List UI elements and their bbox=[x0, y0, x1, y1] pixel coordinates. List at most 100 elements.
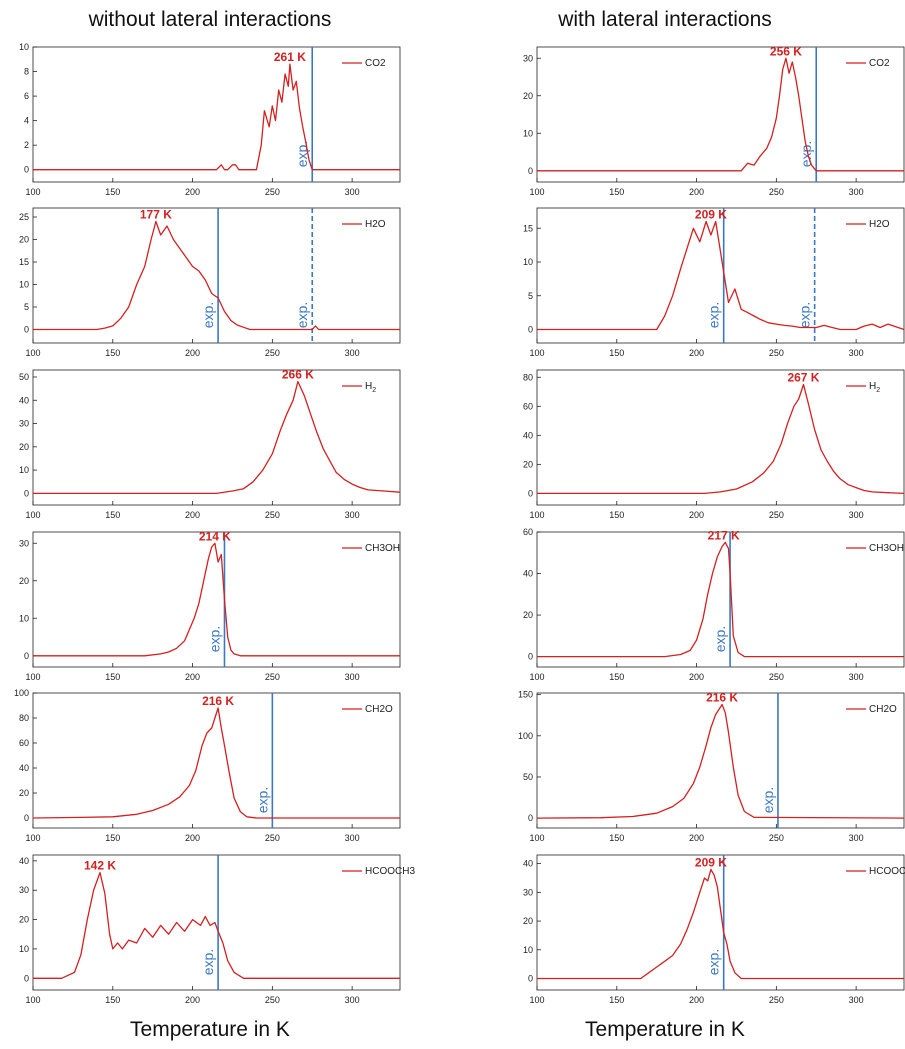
x-tick-label: 250 bbox=[265, 995, 280, 1005]
panel-without-ch2o: 100 150 200 250 300 0 20 40 60 80 100 exp. 216 K CH2O bbox=[14, 688, 401, 843]
column-title-without: without lateral interactions bbox=[88, 8, 332, 31]
simulated-tpd-curve bbox=[537, 220, 905, 331]
y-tick-label: 0 bbox=[24, 325, 29, 335]
legend-label: CH2O bbox=[869, 704, 897, 715]
panel-without-h2: 100 150 200 250 300 0 10 20 30 40 50 266 K H2 bbox=[19, 368, 401, 520]
plot-frame bbox=[536, 46, 905, 183]
peak-temperature-label: 266 K bbox=[282, 368, 314, 382]
x-tick-label: 200 bbox=[689, 833, 704, 843]
x-tick-label: 100 bbox=[25, 510, 40, 520]
y-tick-label: 20 bbox=[523, 610, 533, 620]
peak-temperature-label: 261 K bbox=[274, 50, 306, 64]
x-tick-label: 150 bbox=[609, 995, 624, 1005]
x-tick-label: 150 bbox=[105, 833, 120, 843]
x-tick-label: 100 bbox=[529, 510, 544, 520]
y-tick-label: 6 bbox=[24, 91, 29, 101]
y-tick-label: 30 bbox=[19, 419, 29, 429]
y-tick-label: 10 bbox=[19, 42, 29, 52]
panel-without-ch3oh: 100 150 200 250 300 0 10 20 30 exp. 214 K CH3OH bbox=[19, 529, 401, 682]
y-tick-label: 50 bbox=[19, 372, 29, 382]
y-tick-label: 20 bbox=[523, 459, 533, 469]
x-tick-label: 200 bbox=[185, 510, 200, 520]
x-tick-label: 250 bbox=[265, 672, 280, 682]
x-tick-label: 300 bbox=[345, 348, 360, 358]
x-tick-label: 200 bbox=[689, 187, 704, 197]
panel-with-h2: 100 150 200 250 300 0 20 40 60 80 267 K H2 bbox=[523, 369, 905, 520]
simulated-tpd-curve bbox=[537, 57, 904, 172]
x-tick-label: 100 bbox=[25, 348, 40, 358]
panel-without-hcooch3: 100 150 200 250 300 0 10 20 30 40 exp. 142 K HCOOCH3 bbox=[19, 854, 415, 1005]
y-tick-label: 30 bbox=[523, 53, 533, 63]
legend-label: CH3OH bbox=[365, 543, 400, 554]
x-tick-label: 150 bbox=[105, 348, 120, 358]
legend-label: H2O bbox=[869, 219, 890, 230]
x-tick-label: 250 bbox=[265, 187, 280, 197]
plot-frame bbox=[32, 369, 401, 506]
x-tick-label: 300 bbox=[849, 672, 864, 682]
y-tick-label: 30 bbox=[19, 885, 29, 895]
x-tick-label: 250 bbox=[769, 995, 784, 1005]
legend-label: CH2O bbox=[365, 704, 393, 715]
x-tick-label: 250 bbox=[265, 833, 280, 843]
simulated-tpd-curve bbox=[33, 871, 400, 979]
y-tick-label: 15 bbox=[523, 223, 533, 233]
peak-temperature-label: 177 K bbox=[140, 208, 172, 222]
y-tick-label: 0 bbox=[24, 651, 29, 661]
x-tick-label: 300 bbox=[849, 995, 864, 1005]
x-axis-label-right: Temperature in K bbox=[585, 1018, 745, 1041]
x-tick-label: 200 bbox=[689, 348, 704, 358]
y-tick-label: 40 bbox=[19, 856, 29, 866]
y-tick-label: 20 bbox=[523, 916, 533, 926]
y-tick-label: 10 bbox=[523, 257, 533, 267]
y-tick-label: 5 bbox=[528, 291, 533, 301]
panel-with-h2o: 100 150 200 250 300 0 5 10 15 exp. exp. 209 K H2O bbox=[523, 208, 905, 358]
x-tick-label: 100 bbox=[25, 187, 40, 197]
plot-frame bbox=[536, 854, 905, 991]
experimental-label: exp. bbox=[760, 787, 776, 813]
x-tick-label: 300 bbox=[849, 348, 864, 358]
legend-label: H2O bbox=[365, 219, 386, 230]
legend-label: CO2 bbox=[869, 58, 890, 69]
experimental-label: exp. bbox=[797, 302, 813, 328]
y-tick-label: 10 bbox=[523, 945, 533, 955]
simulated-tpd-curve bbox=[33, 220, 400, 331]
y-tick-label: 150 bbox=[518, 690, 533, 700]
y-tick-label: 15 bbox=[19, 257, 29, 267]
y-tick-label: 60 bbox=[523, 527, 533, 537]
y-tick-label: 40 bbox=[523, 430, 533, 440]
x-tick-label: 300 bbox=[849, 187, 864, 197]
peak-temperature-label: 267 K bbox=[787, 371, 819, 385]
y-tick-label: 20 bbox=[19, 235, 29, 245]
y-tick-label: 25 bbox=[19, 212, 29, 222]
x-tick-label: 250 bbox=[265, 348, 280, 358]
y-tick-label: 0 bbox=[528, 974, 533, 984]
panel-with-ch2o: 100 150 200 250 300 0 50 100 150 exp. 216 K CH2O bbox=[518, 690, 905, 843]
y-tick-label: 0 bbox=[528, 166, 533, 176]
y-tick-label: 0 bbox=[24, 165, 29, 175]
y-tick-label: 10 bbox=[19, 280, 29, 290]
y-tick-label: 10 bbox=[523, 128, 533, 138]
experimental-label: exp. bbox=[706, 949, 722, 975]
plot-frame bbox=[32, 207, 401, 344]
x-tick-label: 150 bbox=[105, 995, 120, 1005]
peak-temperature-label: 214 K bbox=[199, 529, 231, 543]
x-tick-label: 200 bbox=[689, 510, 704, 520]
x-tick-label: 150 bbox=[609, 833, 624, 843]
peak-temperature-label: 209 K bbox=[695, 208, 727, 222]
plot-frame bbox=[32, 692, 401, 829]
x-tick-label: 250 bbox=[769, 672, 784, 682]
x-tick-label: 250 bbox=[769, 510, 784, 520]
y-tick-label: 0 bbox=[528, 652, 533, 662]
x-tick-label: 250 bbox=[769, 348, 784, 358]
x-tick-label: 150 bbox=[105, 510, 120, 520]
y-tick-label: 0 bbox=[528, 813, 533, 823]
x-tick-label: 200 bbox=[185, 995, 200, 1005]
y-tick-label: 100 bbox=[14, 688, 29, 698]
y-tick-label: 0 bbox=[24, 488, 29, 498]
y-tick-label: 60 bbox=[523, 401, 533, 411]
y-tick-label: 20 bbox=[19, 915, 29, 925]
x-tick-label: 100 bbox=[25, 995, 40, 1005]
legend-label: HCOOCH3 bbox=[365, 866, 415, 877]
